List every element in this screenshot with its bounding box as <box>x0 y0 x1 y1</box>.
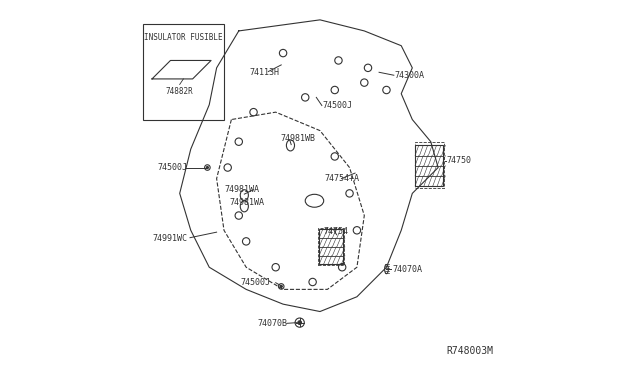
Text: 74754+A: 74754+A <box>324 174 360 183</box>
Text: 74500J: 74500J <box>157 163 188 172</box>
Bar <box>319 230 343 264</box>
Text: 74300A: 74300A <box>395 71 424 80</box>
Bar <box>318 228 344 265</box>
Text: 74981WA: 74981WA <box>230 198 264 207</box>
Text: 74113H: 74113H <box>250 68 280 77</box>
Ellipse shape <box>207 167 208 169</box>
Text: 74750: 74750 <box>446 156 471 166</box>
Text: R748003M: R748003M <box>447 346 493 356</box>
Text: 74500J: 74500J <box>323 101 353 110</box>
Text: 74882R: 74882R <box>166 87 193 96</box>
Bar <box>415 142 444 188</box>
Text: 74754: 74754 <box>324 227 349 235</box>
Text: 74981WB: 74981WB <box>280 134 315 142</box>
Bar <box>143 23 224 119</box>
Text: 74070B: 74070B <box>257 319 287 328</box>
Bar <box>415 145 443 186</box>
Text: INSULATOR FUSIBLE: INSULATOR FUSIBLE <box>144 33 223 42</box>
Text: 74981WA: 74981WA <box>224 185 259 194</box>
Text: 74500J: 74500J <box>241 278 271 287</box>
Ellipse shape <box>280 285 282 287</box>
Text: 74070A: 74070A <box>392 264 422 273</box>
Text: 74991WC: 74991WC <box>152 234 187 243</box>
Ellipse shape <box>298 321 301 324</box>
